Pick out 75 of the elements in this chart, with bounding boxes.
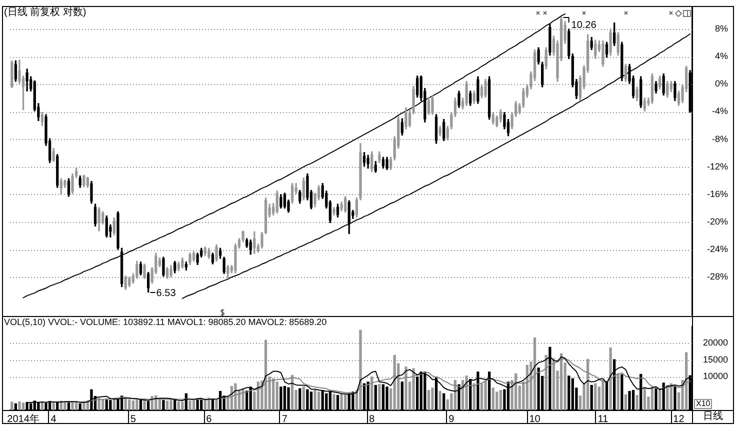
bar [624,394,628,410]
bar [378,384,381,410]
y-tick-label: -24% [706,244,728,254]
x-tick-label: 11 [598,414,609,425]
bar [192,400,196,410]
bar [438,390,442,410]
bar [18,401,21,410]
annotation: 10.26 [571,20,597,32]
y-tick-label: 0% [714,78,728,89]
bar [143,400,146,410]
bar [317,392,320,410]
bar [276,382,278,410]
bar [204,400,206,410]
bar [302,386,305,410]
bar [132,400,134,410]
x-tick-label: 7 [282,414,288,425]
bar [136,400,138,410]
bar [181,402,184,410]
bar [496,392,498,410]
y-tick-label: 20000 [702,338,728,348]
bar [499,390,502,410]
bar [404,366,408,410]
y-tick-label: 15000 [702,354,728,364]
x-tick-label: 6 [206,414,212,425]
bar [234,383,237,410]
x-tick-label: 4 [50,414,57,425]
bar [74,402,78,410]
chart-title: (日线 前复权 对数) [4,7,86,18]
bar [10,402,14,410]
chart-title: VOL(5,10) VVOL:- VOLUME: 103892.11 MAVOL1: 98085.20 MAVOL2: 85689.20 [4,317,327,327]
y-axis-title: X10 [694,399,712,409]
bar [314,390,316,410]
y-tick-label: -20% [706,216,728,226]
bar [215,400,218,410]
bar [594,383,597,410]
bar [98,398,100,410]
bar [188,400,192,410]
x-tick-label: 10 [529,414,541,425]
y-tick-label: -28% [706,272,728,282]
y-tick-label: 10000 [702,371,728,382]
bar [552,358,556,410]
bar [52,402,55,410]
y-tick-label: 4% [714,51,728,62]
bar [427,390,430,410]
bar [124,398,127,410]
bar [158,398,161,410]
bar [242,388,244,410]
bar [177,401,180,410]
y-tick-label: -8% [712,134,728,144]
bar [431,388,434,410]
bar [636,394,638,410]
x-tick-label: 5 [130,414,136,425]
x-tick-label: 9 [448,414,455,425]
bar [472,383,476,410]
bar [484,380,487,410]
bar [643,388,646,410]
bar [170,398,172,410]
bar [332,394,336,410]
y-tick-label: 8% [714,24,728,34]
y-tick-label: -4% [712,106,728,116]
x-tick-label: 12 [673,414,685,425]
annotation: 6.53 [156,288,176,300]
bar [602,380,604,410]
y-tick-label: -12% [706,161,728,172]
bar [344,394,347,410]
bar [22,402,25,410]
bar [128,399,131,410]
bar [340,394,343,410]
bar [480,383,484,410]
text: 日线 [702,411,724,422]
y-tick-label: -16% [706,188,728,199]
x-tick-label: 8 [369,414,376,425]
x-tick-label: 2014年 [7,412,40,425]
bar [492,388,494,410]
bar [166,400,169,410]
